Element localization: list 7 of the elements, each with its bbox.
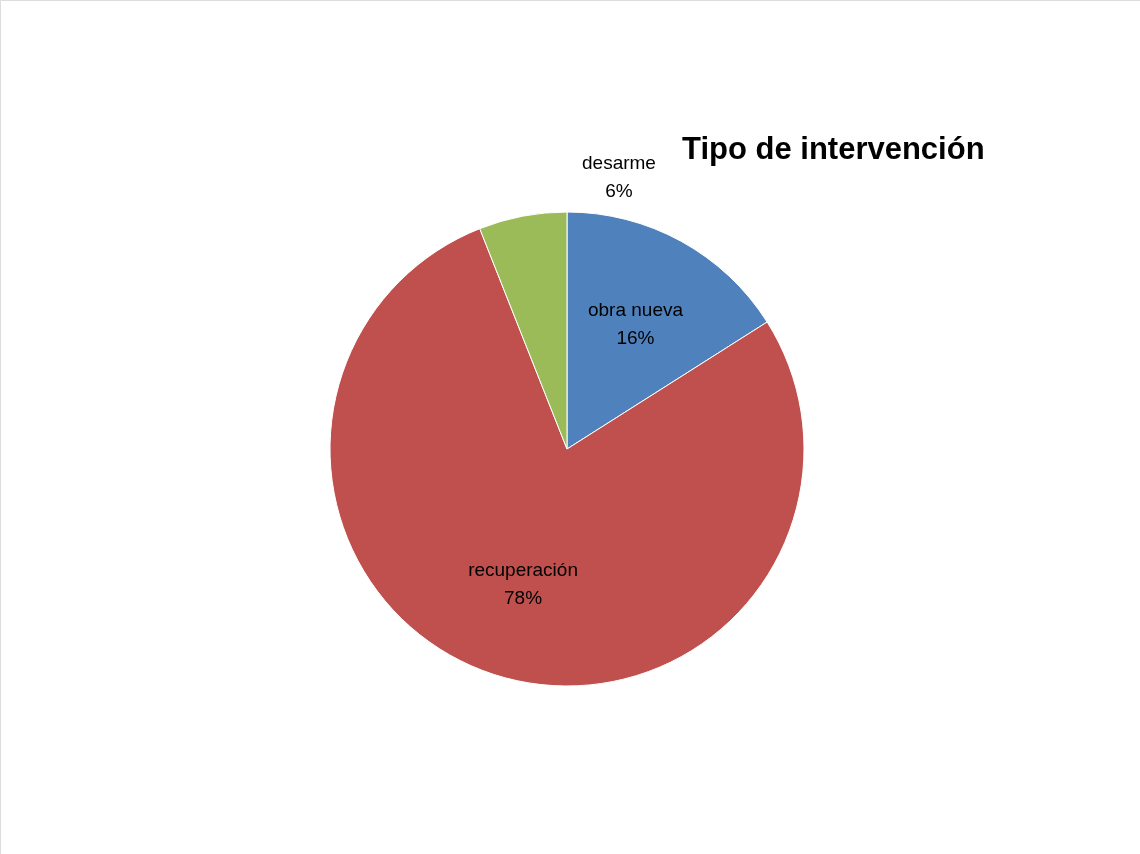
slice-label: desarme <box>582 151 656 173</box>
data-label: 6% <box>605 179 633 201</box>
data-label: 78% <box>504 587 543 609</box>
chart-title: Tipo de intervención <box>682 131 985 166</box>
slice-label: obra nueva <box>587 299 684 321</box>
slice-label: recuperación <box>468 559 578 581</box>
data-label: 16% <box>616 327 655 349</box>
